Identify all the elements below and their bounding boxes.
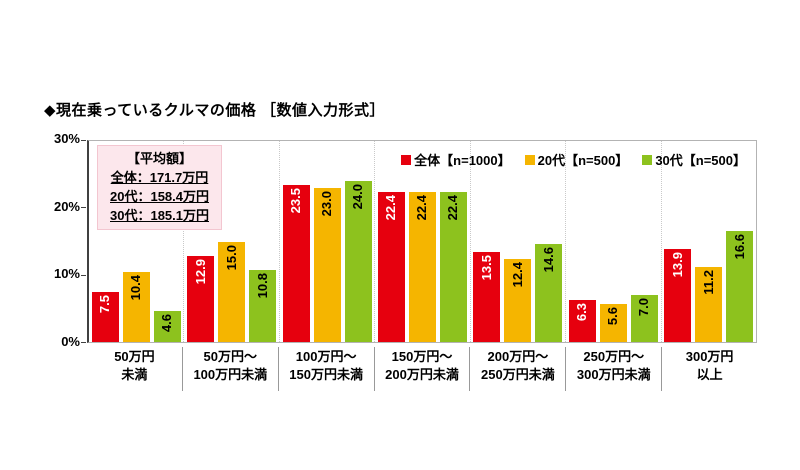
bar-value-label: 16.6 — [731, 233, 747, 260]
bar-value-label: 23.5 — [288, 187, 304, 213]
bar-value-label: 24.0 — [350, 184, 366, 210]
average-30s: 30代：185.1万円 — [110, 208, 209, 223]
category-label-line: 50万円～ — [203, 349, 258, 364]
y-axis-label: 30% — [53, 131, 80, 146]
bar-group: 6.3 5.6 7.0 — [565, 141, 660, 342]
category-label-line: 150万円未満 — [289, 367, 363, 382]
bar-value-label: 5.6 — [605, 307, 621, 326]
bar: 10.4 — [122, 272, 150, 342]
legend: 全体【n=1000】 20代【n=500】 30代【n=500】 — [401, 150, 746, 169]
bar: 12.4 — [504, 258, 532, 342]
average-total: 全体：171.7万円 — [110, 170, 209, 185]
average-box-heading: 【平均額】 — [126, 151, 192, 166]
category-label: 50万円未満 — [87, 347, 182, 391]
category-label-line: 未満 — [121, 367, 148, 382]
category-label-line: 200万円～ — [487, 349, 549, 364]
bar-group: 23.5 23.0 24.0 — [278, 141, 374, 342]
bar: 6.3 — [568, 299, 596, 342]
legend-label-20s: 20代【n=500】 — [537, 153, 629, 168]
bar: 7.0 — [630, 295, 658, 342]
category-label-line: 250万円～ — [583, 349, 645, 364]
y-axis-tick — [81, 207, 86, 208]
legend-swatch-30s-icon — [642, 154, 653, 165]
bar: 22.4 — [377, 191, 405, 342]
category-label: 200万円～ 250万円未満 — [469, 347, 565, 391]
category-label: 100万円～ 150万円未満 — [277, 347, 374, 391]
bar-value-label: 10.8 — [254, 272, 270, 298]
bar: 15.0 — [218, 241, 246, 342]
legend-swatch-total-icon — [401, 154, 412, 165]
bar-value-label: 13.5 — [478, 254, 494, 280]
bar-value-label: 11.2 — [700, 269, 716, 295]
bar: 23.0 — [313, 187, 341, 342]
y-axis-label: 0% — [61, 334, 80, 349]
bar: 12.9 — [187, 255, 215, 342]
chart-title: ◆現在乗っているクルマの価格 ［数値入力形式］ — [44, 102, 386, 119]
bar: 13.5 — [473, 251, 501, 342]
bar-value-label: 4.6 — [159, 314, 175, 333]
y-axis-tick — [81, 275, 86, 276]
bar: 11.2 — [695, 266, 723, 342]
average-amount-box: 【平均額】 全体：171.7万円 20代：158.4万円 30代：185.1万円 — [97, 145, 222, 230]
bar-group: 7.5 10.4 4.6 — [89, 141, 183, 342]
bar-value-label: 23.0 — [319, 190, 335, 217]
category-label-line: 100万円～ — [295, 349, 357, 364]
bar-value-label: 7.0 — [636, 298, 652, 317]
legend-item-total: 全体【n=1000】 — [401, 150, 511, 169]
y-axis-tick — [81, 140, 86, 141]
bar-group: 13.5 12.4 14.6 — [469, 141, 565, 342]
legend-label-30s: 30代【n=500】 — [655, 153, 746, 168]
bar: 14.6 — [535, 244, 563, 342]
bar: 16.6 — [726, 230, 754, 342]
category-label: 300万円以上 — [661, 347, 757, 391]
average-20s: 20代：158.4万円 — [110, 189, 209, 204]
bar-value-label: 22.4 — [414, 194, 430, 221]
bar: 4.6 — [153, 311, 181, 342]
bar: 22.4 — [408, 191, 436, 342]
y-axis-tick — [81, 342, 86, 343]
category-label-line: 250万円未満 — [481, 367, 555, 382]
category-label: 50万円～ 100万円未満 — [181, 347, 278, 391]
category-label-line: 300万円未満 — [576, 367, 651, 382]
legend-item-30s: 30代【n=500】 — [642, 150, 746, 169]
bar-value-label: 22.4 — [445, 194, 461, 221]
category-label: 250万円～ 300万円未満 — [565, 347, 661, 391]
bar: 23.5 — [282, 184, 310, 342]
x-axis-labels: 50万円未満 50万円～ 100万円未満 100万円～ 150万円未満 150万円～ 200… — [87, 347, 757, 391]
y-axis-label: 10% — [53, 266, 80, 281]
bar: 13.9 — [664, 248, 692, 342]
category-label-line: 200万円未満 — [385, 367, 459, 382]
bar-value-label: 14.6 — [540, 247, 556, 273]
bar-group: 13.9 11.2 16.6 — [660, 141, 756, 342]
bar: 22.4 — [439, 191, 467, 342]
legend-swatch-20s-icon — [524, 154, 535, 165]
legend-label-total: 全体【n=1000】 — [414, 153, 511, 168]
bars-layer: 7.5 10.4 4.6 12.9 15.0 10.8 23.5 23.0 24.0 22.4 22… — [89, 141, 756, 342]
category-label-line: 50万円 — [114, 349, 155, 364]
bar-value-label: 7.5 — [97, 294, 113, 313]
category-label-line: 150万円～ — [391, 349, 453, 364]
bar: 10.8 — [249, 269, 277, 342]
y-axis-label: 20% — [53, 199, 80, 214]
category-label-line: 以上 — [696, 367, 723, 382]
category-label: 150万円～ 200万円未満 — [373, 347, 470, 391]
bar: 5.6 — [599, 304, 627, 342]
legend-item-20s: 20代【n=500】 — [524, 150, 629, 169]
bar: 7.5 — [91, 291, 119, 342]
plot-area: 7.5 10.4 4.6 12.9 15.0 10.8 23.5 23.0 24.0 22.4 22… — [87, 140, 757, 343]
category-label-line: 300万円 — [685, 349, 734, 364]
bar-value-label: 15.0 — [223, 244, 239, 270]
bar-value-label: 13.9 — [669, 251, 685, 278]
bar-value-label: 10.4 — [128, 275, 144, 301]
bar-value-label: 22.4 — [383, 194, 399, 221]
bar-value-label: 6.3 — [574, 302, 590, 321]
bar: 24.0 — [344, 181, 372, 342]
bar-value-label: 12.4 — [509, 261, 525, 288]
bar-value-label: 12.9 — [192, 258, 208, 284]
bar-group: 12.9 15.0 10.8 — [183, 141, 278, 342]
category-label-line: 100万円未満 — [193, 367, 268, 382]
bar-group: 22.4 22.4 22.4 — [374, 141, 469, 342]
